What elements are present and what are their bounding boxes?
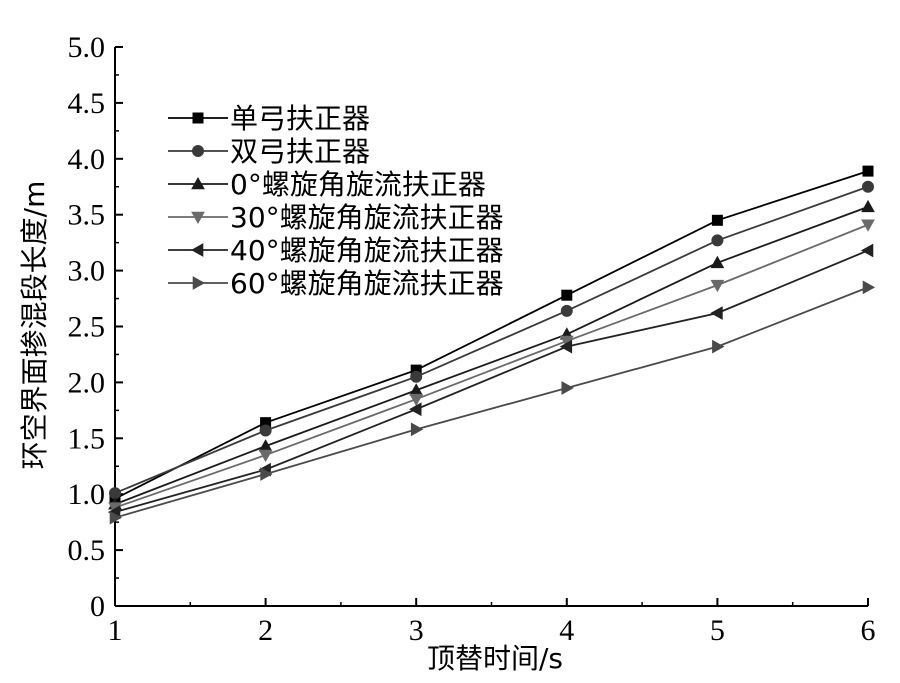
data-point [561,289,573,301]
series-line [114,185,869,494]
series-6 [109,280,876,525]
data-point [258,449,273,463]
legend-entry: 双弓扶正器 [168,135,370,168]
legend-entry: 40°螺旋角旋流扶正器 [168,234,504,267]
data-point [860,243,874,258]
series-layer [107,165,876,525]
legend-label: 60°螺旋角旋流扶正器 [230,267,504,300]
legend-label: 单弓扶正器 [230,102,370,135]
data-point [710,255,725,269]
data-point [559,339,573,354]
series-line [114,170,869,500]
x-tick-label: 6 [861,614,876,647]
data-point [712,339,725,354]
data-point [861,219,875,232]
legend-entry: 30°螺旋角旋流扶正器 [168,201,504,234]
legend-marker [192,276,206,290]
data-point [561,381,574,395]
data-point [109,487,121,500]
data-point [410,422,424,437]
series-line [114,249,869,513]
legend-label: 40°螺旋角旋流扶正器 [230,234,504,267]
y-tick-label: 4.5 [68,87,106,120]
y-tick-label: 0.5 [68,534,106,567]
data-point [259,424,272,437]
y-tick-label: 1.0 [68,478,106,511]
data-point [862,280,876,295]
y-tick-label: 0 [90,590,105,623]
legend-marker [190,243,204,257]
legend-label: 0°螺旋角旋流扶正器 [230,168,486,201]
legend-label: 双弓扶正器 [230,135,370,168]
axes: 0 0.5 1.0 1.5 2.0 2.5 3.0 3.5 4.0 4.5 5.0 1 2 3 4 5 6 [68,31,876,647]
y-tick-label: 3.0 [68,255,106,288]
y-tick-label: 3.5 [68,199,106,232]
x-axis-title: 顶替时间/s [427,642,563,675]
data-point [260,467,273,481]
data-point [109,510,123,525]
y-tick-label: 5.0 [68,31,106,64]
x-tick-label: 1 [108,614,123,647]
series-line [114,223,869,509]
legend: 单弓扶正器双弓扶正器0°螺旋角旋流扶正器30°螺旋角旋流扶正器40°螺旋角旋流扶… [168,102,504,300]
y-tick-label: 2.0 [68,366,106,399]
data-point [711,234,724,247]
legend-marker [191,176,205,190]
legend-label: 30°螺旋角旋流扶正器 [230,201,504,234]
data-point [862,180,874,193]
y-tick-label: 4.0 [68,143,106,176]
y-tick-label: 2.5 [68,311,106,344]
data-point [861,199,875,213]
y-axis-title: 环空界面掺混段长度/m [18,181,51,470]
legend-entry: 60°螺旋角旋流扶正器 [168,267,504,300]
data-point [710,279,725,293]
data-point [710,306,723,320]
legend-marker [192,145,204,157]
legend-marker [191,211,205,225]
x-tick-label: 2 [258,614,273,647]
data-point [409,402,422,417]
data-point [410,370,423,383]
data-point [862,165,874,177]
data-point [409,393,424,407]
series-line [114,286,869,519]
x-tick-label: 5 [710,614,725,647]
legend-marker [192,112,204,124]
data-point [711,214,723,226]
series-line [114,206,869,506]
legend-entry: 单弓扶正器 [168,102,370,135]
x-tick-label: 4 [559,614,574,647]
y-tick-label: 1.5 [68,422,106,455]
legend-entry: 0°螺旋角旋流扶正器 [168,168,486,201]
x-tick-label: 3 [409,614,424,647]
data-point [560,304,573,317]
